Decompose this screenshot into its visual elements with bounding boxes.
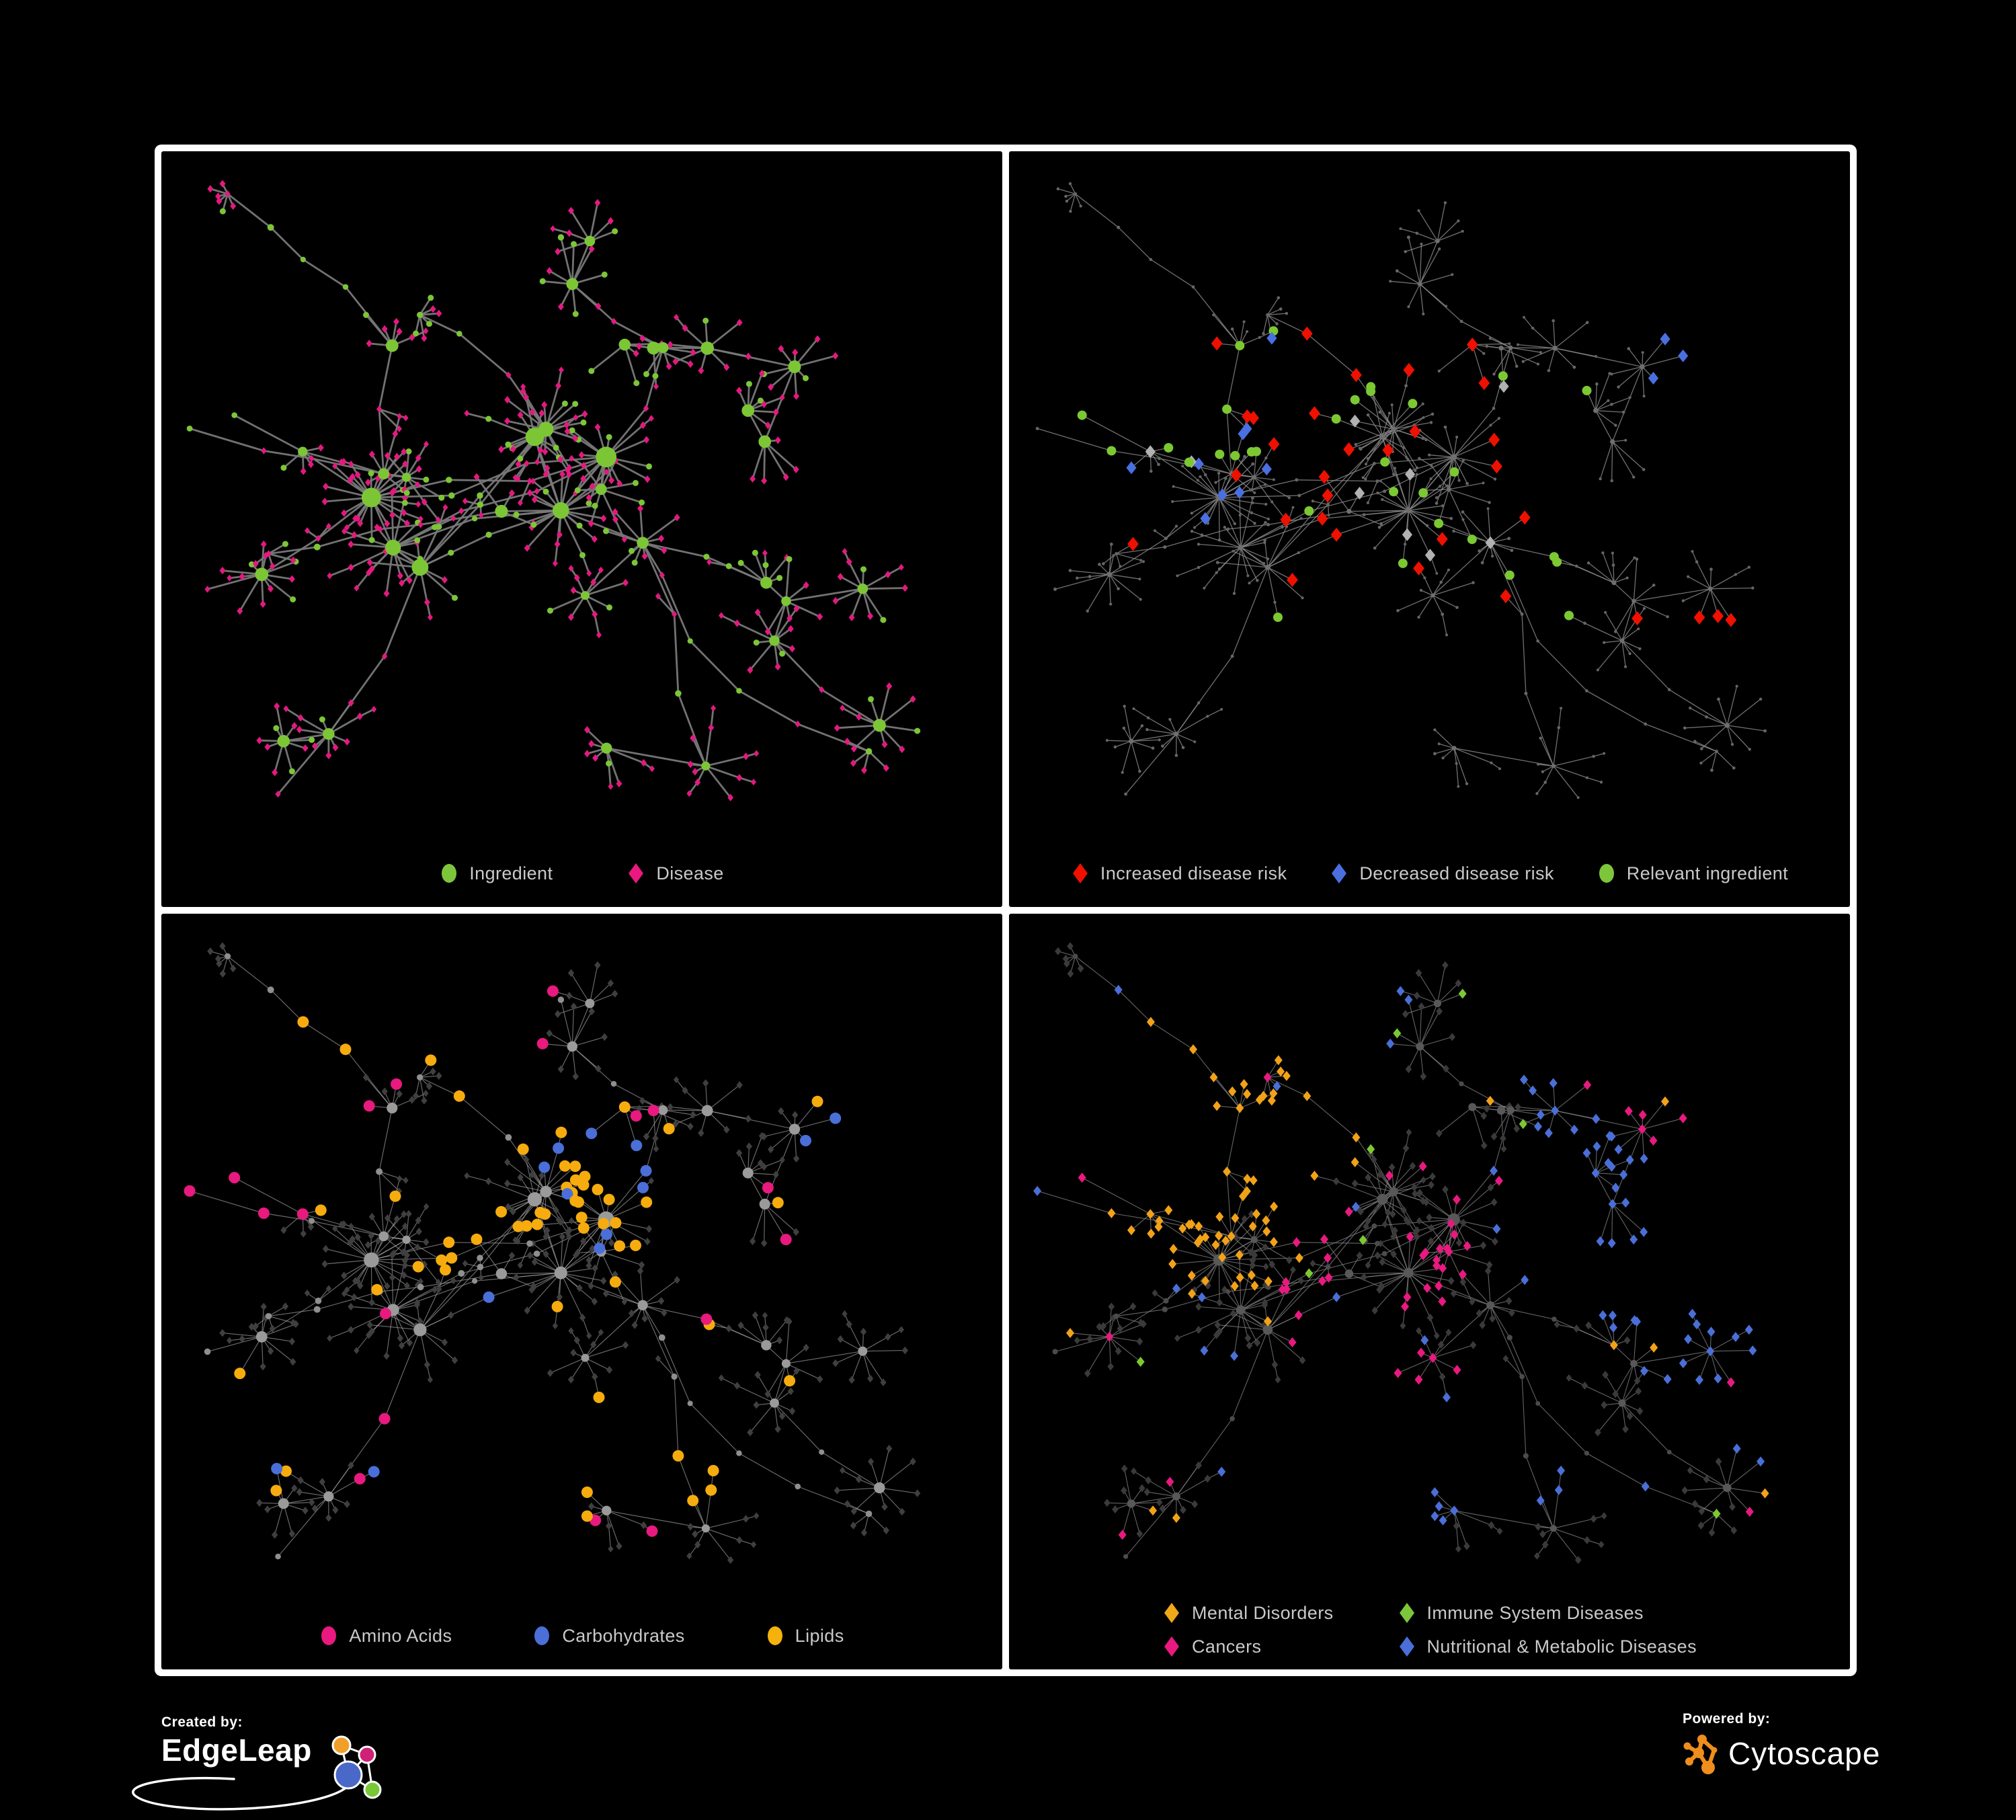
legend-item-amino-acids: Amino Acids [319, 1625, 452, 1647]
legend-label: Relevant ingredient [1626, 863, 1789, 883]
credit-block: Created by: EdgeLeap [132, 1714, 389, 1811]
carbohydrates-circle-icon [534, 1626, 550, 1645]
network-graph-macronutrients [184, 942, 921, 1565]
nutritional-metabolic-diamond-icon [1399, 1636, 1414, 1657]
legend-label: Mental Disorders [1192, 1602, 1334, 1623]
panel-ingredient-disease: Ingredient Disease [161, 151, 1002, 907]
cytoscape-logo-icon [1683, 1735, 1718, 1774]
legend-disease-categories: Mental Disorders Cancers Immune System D… [1009, 1602, 1850, 1657]
legend-item-decreased-risk: Decreased disease risk [1330, 863, 1554, 884]
legend-macronutrients: Amino Acids Carbohydrates Lipids [161, 1625, 1002, 1647]
disease-diamond-icon [629, 863, 644, 883]
immune-system-diamond-icon [1399, 1603, 1414, 1623]
legend-item-ingredient: Ingredient [440, 863, 553, 884]
legend-disease-risk: Increased disease risk Decreased disease… [1009, 863, 1850, 884]
mental-disorders-diamond-icon [1164, 1603, 1180, 1623]
panel-macronutrients: Amino Acids Carbohydrates Lipids [161, 914, 1002, 1669]
network-graph-disease-categories [1033, 942, 1769, 1565]
legend-item-cancers: Cancers [1162, 1636, 1333, 1657]
edgeleap-network-icon [132, 1735, 382, 1811]
legend-label: Cancers [1192, 1636, 1262, 1657]
increased-risk-diamond-icon [1072, 863, 1088, 883]
legend-label: Disease [656, 863, 724, 883]
panel-disease-risk: Increased disease risk Decreased disease… [1009, 151, 1850, 907]
powered-by-label: Powered by: [1683, 1711, 1771, 1727]
powered-block: Powered by: Cytoscape [1683, 1711, 1880, 1774]
cytoscape-logo-text: Cytoscape [1728, 1736, 1881, 1771]
lipids-circle-icon [767, 1626, 782, 1645]
legend-item-increased-risk: Increased disease risk [1071, 863, 1287, 884]
legend-label: Increased disease risk [1100, 863, 1287, 883]
edgeleap-logo-text: EdgeLeap [161, 1733, 312, 1768]
network-graph-ingredient-disease [186, 180, 921, 801]
relevant-ingredient-circle-icon [1599, 864, 1614, 883]
panel-grid: Ingredient Disease Increased disease ris… [155, 145, 1857, 1676]
legend-item-immune-system-diseases: Immune System Diseases [1398, 1602, 1697, 1624]
legend-label: Lipids [795, 1625, 844, 1646]
legend-item-carbohydrates: Carbohydrates [532, 1625, 684, 1647]
legend-label: Nutritional & Metabolic Diseases [1426, 1636, 1697, 1657]
created-by-label: Created by: [161, 1714, 243, 1730]
legend-label: Immune System Diseases [1426, 1602, 1644, 1623]
cancers-diamond-icon [1164, 1636, 1180, 1657]
legend-item-mental-disorders: Mental Disorders [1162, 1602, 1333, 1624]
legend-item-nutritional-metabolic-diseases: Nutritional & Metabolic Diseases [1398, 1636, 1697, 1657]
legend-item-disease: Disease [627, 863, 723, 884]
decreased-risk-diamond-icon [1332, 863, 1347, 883]
ingredient-circle-icon [442, 864, 457, 883]
legend-label: Decreased disease risk [1359, 863, 1554, 883]
panel-disease-categories: Mental Disorders Cancers Immune System D… [1009, 914, 1850, 1669]
legend-item-relevant-ingredient: Relevant ingredient [1597, 863, 1788, 884]
legend-ingredient-disease: Ingredient Disease [161, 863, 1002, 884]
legend-label: Carbohydrates [562, 1625, 685, 1646]
network-graph-disease-risk [1035, 182, 1767, 799]
legend-label: Ingredient [469, 863, 553, 883]
legend-label: Amino Acids [349, 1625, 452, 1646]
legend-item-lipids: Lipids [766, 1625, 844, 1647]
amino-acids-circle-icon [321, 1626, 337, 1645]
